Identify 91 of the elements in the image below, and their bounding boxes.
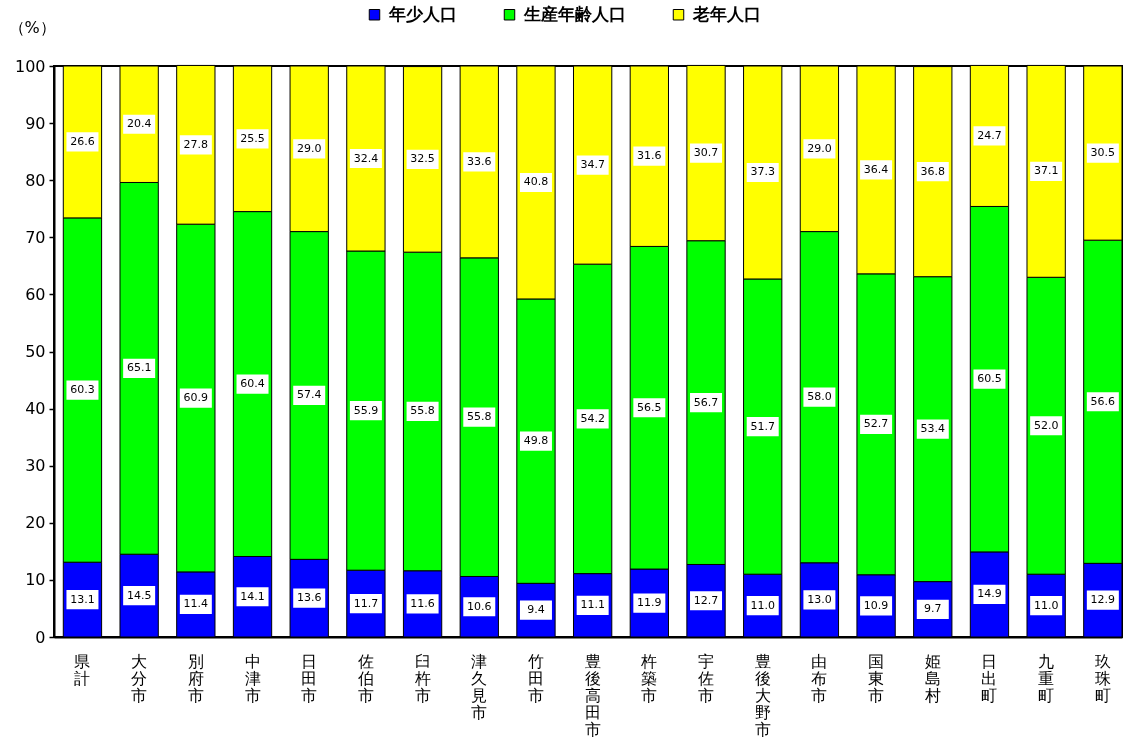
data-label: 14.5	[126, 588, 152, 602]
data-label: 55.9	[353, 403, 379, 417]
data-label: 30.7	[693, 146, 719, 160]
data-label: 11.9	[637, 596, 662, 610]
data-label: 32.4	[353, 151, 379, 165]
x-tick-label: 九重町	[1038, 651, 1055, 705]
data-label: 13.6	[296, 591, 322, 605]
x-tick-label: 姫島村	[923, 651, 941, 705]
data-label: 11.7	[353, 596, 379, 610]
x-tick-label: 国東市	[868, 651, 885, 705]
y-tick-label: 40	[25, 399, 46, 419]
data-label: 52.7	[863, 417, 889, 431]
y-tick-label: 100	[14, 56, 46, 76]
y-tick-label: 20	[25, 513, 46, 533]
x-tick-label: 豊後高田市	[584, 651, 601, 739]
data-label: 33.6	[467, 154, 492, 168]
data-label: 51.7	[750, 419, 775, 433]
x-tick-label: 中津市	[244, 651, 261, 705]
data-label: 29.0	[296, 141, 322, 155]
data-label: 57.4	[296, 388, 322, 402]
data-label: 24.7	[977, 128, 1002, 142]
data-label: 56.7	[693, 395, 719, 409]
data-label: 11.4	[183, 597, 209, 611]
data-label: 9.7	[924, 602, 942, 616]
x-tick-label: 大分市	[131, 651, 148, 705]
data-label: 60.4	[240, 377, 265, 391]
data-label: 11.6	[410, 596, 435, 610]
data-label: 25.5	[240, 131, 265, 145]
data-label: 29.0	[807, 141, 832, 155]
data-label: 36.8	[920, 164, 946, 178]
data-label: 60.3	[70, 383, 95, 397]
data-label: 53.4	[920, 422, 946, 436]
y-axis-title: （%）	[8, 17, 56, 37]
data-label: 40.8	[523, 175, 549, 189]
y-tick-label: 30	[25, 456, 46, 476]
data-label: 11.1	[580, 598, 605, 612]
data-label: 52.0	[1033, 418, 1059, 432]
data-label: 11.0	[750, 598, 775, 612]
x-tick-label: 豊後大野市	[754, 651, 771, 739]
data-label: 30.5	[1090, 146, 1116, 160]
x-tick-label: 由布市	[811, 651, 828, 705]
data-label: 13.0	[807, 592, 832, 606]
legend-label: 年少人口	[388, 3, 457, 24]
data-label: 37.3	[750, 165, 775, 179]
y-tick-label: 50	[25, 342, 46, 361]
x-tick-label: 竹田市	[527, 651, 544, 705]
data-label: 10.6	[467, 599, 492, 613]
x-tick-label: 津久見市	[471, 651, 488, 722]
x-tick-label: 臼杵市	[413, 651, 431, 705]
data-label: 56.5	[637, 400, 662, 414]
data-label: 13.1	[70, 592, 95, 606]
y-tick-label: 60	[25, 284, 46, 304]
legend-label: 老年人口	[692, 3, 761, 24]
data-label: 27.8	[183, 137, 209, 151]
data-label: 10.9	[863, 598, 889, 612]
data-label: 14.1	[240, 589, 265, 603]
data-label: 56.6	[1090, 394, 1116, 408]
x-tick-label: 別府市	[187, 651, 204, 705]
y-tick-label: 90	[25, 113, 46, 133]
x-tick-label: 玖珠町	[1094, 651, 1111, 705]
x-tick-label: 宇佐市	[698, 651, 715, 705]
data-label: 58.0	[807, 390, 832, 404]
data-label: 11.0	[1033, 598, 1059, 612]
data-label: 14.9	[977, 587, 1002, 601]
data-label: 54.2	[580, 411, 605, 425]
data-label: 32.5	[410, 152, 435, 166]
y-tick-label: 80	[25, 170, 46, 190]
data-label: 49.8	[523, 434, 549, 448]
x-tick-label: 杵築市	[640, 651, 658, 705]
x-tick-label: 県計	[74, 651, 91, 688]
data-label: 9.4	[527, 603, 545, 617]
data-label: 60.5	[977, 372, 1002, 386]
y-tick-label: 70	[25, 227, 46, 247]
x-tick-label: 日田市	[301, 651, 318, 705]
data-label: 65.1	[126, 361, 152, 375]
data-label: 12.9	[1090, 593, 1116, 607]
data-label: 26.6	[70, 134, 95, 148]
legend-label: 生産年齢人口	[523, 3, 626, 24]
data-label: 37.1	[1033, 164, 1059, 178]
y-tick-label: 10	[25, 570, 46, 590]
data-label: 34.7	[580, 158, 605, 172]
data-label: 55.8	[410, 404, 435, 418]
x-tick-label: 日出町	[981, 651, 998, 705]
y-tick-label: 0	[35, 627, 46, 647]
data-label: 60.9	[183, 391, 209, 405]
data-label: 55.8	[467, 410, 492, 424]
data-label: 12.7	[693, 593, 719, 607]
data-label: 31.6	[637, 149, 662, 163]
data-label: 36.4	[863, 162, 889, 176]
data-label: 20.4	[126, 117, 152, 131]
x-tick-label: 佐伯市	[356, 651, 374, 705]
